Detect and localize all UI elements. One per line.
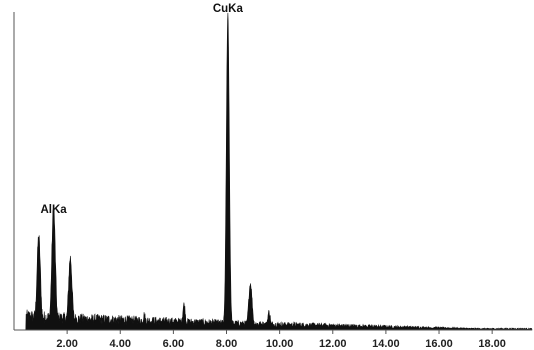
x-tick-label: 4.00	[110, 338, 131, 350]
spectrum-trace	[14, 12, 533, 331]
x-tick-label: 2.00	[56, 338, 77, 350]
spectrum-plot-area	[14, 12, 533, 331]
x-tick-label: 6.00	[163, 338, 184, 350]
x-tick-label: 18.00	[478, 338, 506, 350]
peak-label: CuKa	[213, 3, 244, 15]
x-tick-label: 10.00	[266, 338, 294, 350]
x-tick-label: 8.00	[216, 338, 237, 350]
peak-label: AlKa	[40, 204, 67, 216]
x-tick-label: 14.00	[372, 338, 400, 350]
peak-annotations: AlKa CuKa	[40, 3, 243, 216]
x-tick-label: 16.00	[425, 338, 453, 350]
x-axis-ticks: 2.00 4.00 6.00 8.00 10.00 12.00 14.00 16.00 18.0…	[56, 330, 506, 350]
x-tick-label: 12.00	[319, 338, 347, 350]
